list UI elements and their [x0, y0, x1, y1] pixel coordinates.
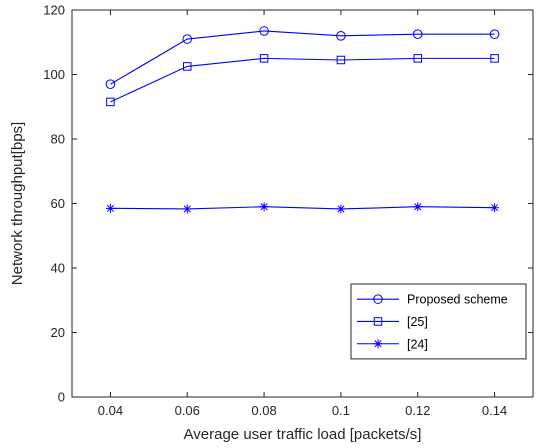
- x-tick-label: 0.1: [332, 403, 350, 418]
- x-tick-label: 0.04: [98, 403, 123, 418]
- data-point: [106, 97, 115, 107]
- data-point: [182, 34, 193, 44]
- x-tick-label: 0.08: [251, 403, 276, 418]
- x-tick-label: 0.06: [175, 403, 200, 418]
- data-point: [413, 54, 422, 63]
- legend-label: [24]: [407, 337, 428, 351]
- y-tick-label: 20: [51, 325, 65, 340]
- legend-label: Proposed scheme: [407, 293, 508, 307]
- series-line: [110, 206, 495, 210]
- y-tick-label: 80: [51, 132, 65, 147]
- data-point: [412, 29, 423, 39]
- data-point: [489, 29, 500, 39]
- data-point: [182, 204, 192, 214]
- series-2: [106, 54, 499, 107]
- series-3: [105, 202, 500, 214]
- data-point: [183, 62, 192, 71]
- x-axis-ticks: 0.04 0.06 0.08 0.1 0.12 0.14: [98, 10, 507, 418]
- legend-marker: [373, 339, 383, 349]
- y-tick-label: 0: [58, 390, 65, 405]
- legend: Proposed scheme [25] [24]: [350, 283, 527, 360]
- data-point: [259, 26, 269, 36]
- data-point: [336, 31, 346, 41]
- data-point: [336, 204, 346, 214]
- data-point: [105, 79, 116, 89]
- legend-label: [25]: [407, 315, 428, 329]
- y-axis-label: Network throughput[bps]: [9, 122, 26, 285]
- data-point: [490, 54, 499, 63]
- y-tick-label: 40: [51, 261, 65, 276]
- y-tick-label: 100: [43, 67, 65, 82]
- legend-marker: [373, 317, 383, 326]
- data-point: [259, 202, 269, 212]
- legend-item: [24]: [357, 337, 428, 351]
- y-tick-label: 120: [43, 3, 65, 18]
- legend-item: Proposed scheme: [357, 293, 508, 307]
- legend-item: [25]: [357, 315, 428, 329]
- y-tick-label: 60: [51, 196, 65, 211]
- x-axis-label: Average user traffic load [packets/s]: [184, 426, 422, 443]
- series-1: [105, 26, 500, 89]
- legend-marker: [373, 294, 383, 304]
- data-point: [105, 203, 115, 213]
- series-layer: [105, 26, 500, 214]
- data-point: [413, 202, 423, 212]
- x-tick-label: 0.14: [482, 403, 507, 418]
- series-line: [110, 30, 495, 85]
- x-tick-label: 0.12: [405, 403, 430, 418]
- series-line: [110, 57, 495, 103]
- data-point: [490, 203, 500, 213]
- y-axis-ticks: 0 20 40 60 80 100 120: [43, 3, 533, 405]
- data-point: [259, 54, 269, 63]
- data-point: [336, 55, 346, 65]
